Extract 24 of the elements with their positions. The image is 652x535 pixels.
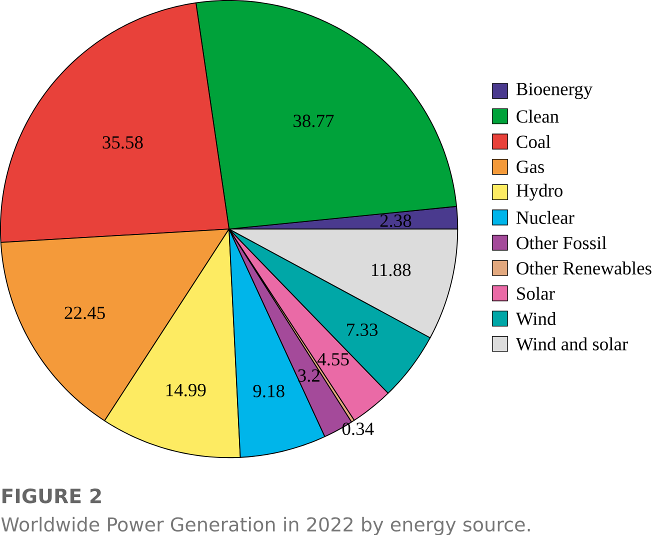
data-label: 2.38 <box>380 214 412 227</box>
data-label: 9.18 <box>253 384 284 398</box>
data-label: 22.45 <box>64 306 105 320</box>
legend-label: Bioenergy <box>516 82 593 99</box>
data-label: 38.77 <box>294 114 334 128</box>
data-label: 4.55 <box>317 352 349 366</box>
legend-label: Clean <box>516 110 559 123</box>
legend-label: Other Renewables <box>516 261 652 274</box>
data-label: 35.58 <box>102 136 143 149</box>
legend-label: Wind and solar <box>516 337 628 350</box>
legend-label: Coal <box>516 134 550 148</box>
data-label: 3.2 <box>298 369 320 382</box>
data-label: 14.99 <box>166 384 206 396</box>
legend-label: Other Fossil <box>516 236 606 250</box>
text: Worldwide Power Generation in 2022 by energy source. <box>1 516 530 535</box>
text: FIGURE 2 <box>2 488 101 504</box>
legend-label: Nuclear <box>516 210 574 224</box>
legend-label: Wind <box>516 312 556 326</box>
legend-label: Solar <box>517 286 555 300</box>
data-label: 7.33 <box>347 323 378 336</box>
legend-label: Gas <box>516 160 544 173</box>
data-label: 0.34 <box>342 422 374 435</box>
data-label: 11.88 <box>372 264 411 276</box>
legend-label: Hydro <box>516 184 562 200</box>
